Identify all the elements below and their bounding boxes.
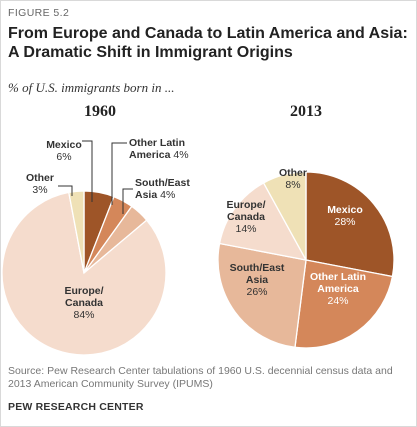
pie-title-1960: 1960: [84, 103, 116, 120]
label-1960-other-latin-america: Other Latin America 4%: [129, 137, 189, 161]
label-1960-europe-canada: Europe/Canada 84%: [64, 285, 103, 321]
chart-title-line2: A Dramatic Shift in Immigrant Origins: [8, 44, 293, 61]
chart-title: From Europe and Canada to Latin America …: [8, 24, 412, 62]
slice-2013-europe-canada: [218, 182, 308, 261]
organization-name: PEW RESEARCH CENTER: [8, 401, 144, 413]
slice-2013-other: [262, 171, 307, 261]
label-1960-mexico: Mexico 6%: [46, 139, 82, 163]
slice-2013-other-latin-america: [294, 259, 394, 349]
label-2013-other-latin-america: Other Latin America 24%: [310, 271, 366, 307]
slice-2013-mexico: [305, 171, 395, 278]
leader-line-1960-other-latin-america: [111, 142, 127, 205]
slice-1960-europe-canada: [1, 191, 167, 356]
label-1960-other: Other 3%: [26, 172, 54, 196]
label-1960-south-east-asia: South/East Asia 4%: [135, 177, 190, 201]
leader-line-1960-other: [58, 185, 73, 196]
label-2013-europe-canada: Europe/Canada 14%: [226, 199, 265, 235]
label-2013-south-east-asia: South/East Asia 26%: [230, 262, 285, 298]
leader-line-1960-south-east-asia: [122, 188, 133, 214]
slice-1960-other: [68, 190, 85, 274]
chart-subtitle: % of U.S. immigrants born in ...: [8, 80, 175, 95]
leader-line-1960-mexico: [82, 140, 93, 202]
pie-2013: [217, 171, 395, 349]
label-2013-mexico: Mexico 28%: [327, 204, 363, 228]
slice-2013-south-east-asia: [217, 242, 307, 349]
pie-title-2013: 2013: [290, 103, 322, 120]
label-2013-other: Other 8%: [279, 167, 307, 191]
chart-title-line1: From Europe and Canada to Latin America …: [8, 25, 408, 42]
pie-charts: Mexico 6% Other Latin America 4% South/East A…: [1, 137, 395, 356]
figure-label: FIGURE 5.2: [8, 7, 70, 19]
source-note: Source: Pew Research Center tabulations …: [8, 365, 393, 390]
pie-1960: [1, 190, 167, 356]
